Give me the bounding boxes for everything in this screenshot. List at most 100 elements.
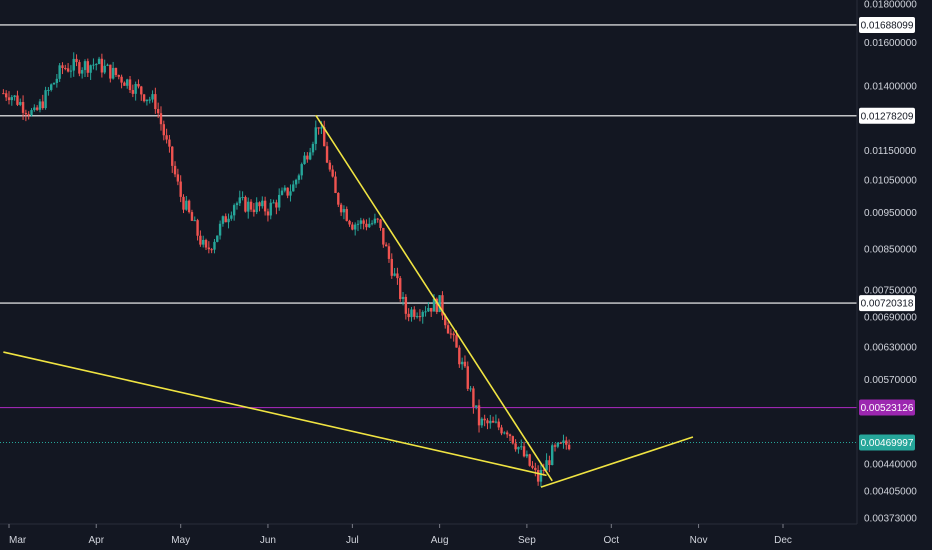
candle-body bbox=[95, 64, 98, 66]
candle bbox=[232, 203, 236, 221]
candle bbox=[480, 417, 484, 428]
candle bbox=[86, 58, 90, 78]
candle-body bbox=[424, 311, 427, 313]
candle-body bbox=[123, 82, 126, 86]
candle-body bbox=[35, 107, 39, 110]
time-tick-label: Dec bbox=[774, 535, 792, 546]
candle bbox=[179, 175, 182, 203]
candle-body bbox=[244, 197, 247, 212]
candle-body bbox=[10, 97, 14, 101]
candle bbox=[190, 209, 194, 221]
candle bbox=[553, 443, 557, 452]
time-tick-label: Jul bbox=[346, 535, 359, 546]
candle-body bbox=[224, 216, 227, 223]
candle bbox=[306, 152, 309, 163]
candle bbox=[424, 306, 427, 317]
candle bbox=[10, 95, 14, 106]
candle bbox=[218, 220, 222, 240]
candle-body bbox=[421, 311, 424, 317]
candle-body bbox=[460, 361, 464, 365]
candle-body bbox=[213, 241, 216, 250]
candle bbox=[536, 465, 540, 486]
candle-body bbox=[126, 79, 129, 86]
candle bbox=[2, 89, 5, 95]
candle bbox=[283, 185, 287, 193]
candle bbox=[466, 361, 469, 392]
trendline[interactable] bbox=[3, 351, 547, 477]
candle-body bbox=[154, 94, 157, 110]
candle-body bbox=[325, 146, 329, 163]
trendline[interactable] bbox=[315, 114, 553, 482]
candle bbox=[449, 328, 453, 339]
candle bbox=[413, 306, 416, 320]
candle-body bbox=[72, 58, 75, 71]
candle bbox=[393, 268, 396, 277]
candle bbox=[404, 294, 408, 320]
candle-body bbox=[308, 152, 312, 160]
candle-body bbox=[407, 313, 410, 318]
time-axis[interactable]: Mar Apr May Jun Jul Aug Sep Oct Nov Dec bbox=[8, 524, 792, 546]
candle-body bbox=[120, 76, 123, 83]
candle bbox=[503, 431, 506, 435]
price-tick-label: 0.01800000 bbox=[864, 0, 917, 11]
candle-body bbox=[148, 99, 151, 101]
candle-body bbox=[179, 181, 182, 197]
price-axis[interactable]: 0.01800000 0.01600000 0.01400000 0.01150000… bbox=[864, 0, 917, 525]
candle-body bbox=[410, 309, 413, 318]
candle-body bbox=[52, 82, 56, 85]
price-tick-label: 0.01150000 bbox=[864, 146, 917, 157]
price-tick-label: 0.00750000 bbox=[864, 285, 917, 296]
candle-body bbox=[317, 127, 320, 129]
candle-body bbox=[387, 246, 391, 259]
candle bbox=[548, 455, 551, 473]
candle-body bbox=[368, 223, 371, 228]
trendline[interactable] bbox=[540, 436, 694, 488]
candle-body bbox=[61, 65, 64, 68]
candle-body bbox=[204, 239, 208, 248]
candle-body bbox=[455, 335, 458, 348]
candle-body bbox=[376, 218, 379, 220]
candle-body bbox=[370, 223, 374, 225]
candle bbox=[66, 63, 70, 73]
candle-body bbox=[351, 224, 354, 230]
trendlines bbox=[3, 114, 694, 488]
time-tick-label: Sep bbox=[518, 535, 536, 546]
candle bbox=[78, 59, 81, 77]
candle bbox=[168, 135, 171, 153]
candle-body bbox=[542, 469, 545, 471]
candle bbox=[213, 239, 216, 254]
candle bbox=[238, 190, 241, 206]
candle-body bbox=[531, 465, 534, 468]
candle bbox=[508, 433, 512, 442]
candle bbox=[173, 161, 177, 178]
candle bbox=[475, 405, 478, 410]
candle-body bbox=[432, 298, 436, 312]
candle-body bbox=[182, 196, 185, 210]
candle bbox=[497, 418, 500, 431]
candle-body bbox=[491, 420, 495, 423]
price-tick-label: 0.01600000 bbox=[864, 38, 917, 49]
candle-body bbox=[300, 164, 303, 176]
candle bbox=[483, 414, 486, 427]
candle-body bbox=[320, 127, 323, 129]
candle-body bbox=[486, 420, 489, 424]
candle-body bbox=[463, 361, 467, 367]
candle bbox=[137, 79, 140, 89]
candle bbox=[4, 90, 8, 102]
time-tick-label: Apr bbox=[88, 535, 104, 546]
candle-body bbox=[13, 95, 16, 98]
candle bbox=[351, 222, 354, 231]
candle-body bbox=[548, 460, 551, 466]
candle-body bbox=[353, 224, 357, 230]
price-level-badge: 0.01688099 bbox=[859, 16, 915, 33]
candle-body bbox=[314, 127, 317, 144]
candle-body bbox=[567, 444, 571, 450]
candle-body bbox=[218, 223, 222, 236]
candle-body bbox=[438, 295, 441, 312]
candle-body bbox=[55, 78, 59, 83]
candle-body bbox=[252, 209, 256, 213]
candle-body bbox=[235, 203, 239, 206]
candle bbox=[280, 187, 284, 196]
candle-body bbox=[505, 432, 509, 435]
